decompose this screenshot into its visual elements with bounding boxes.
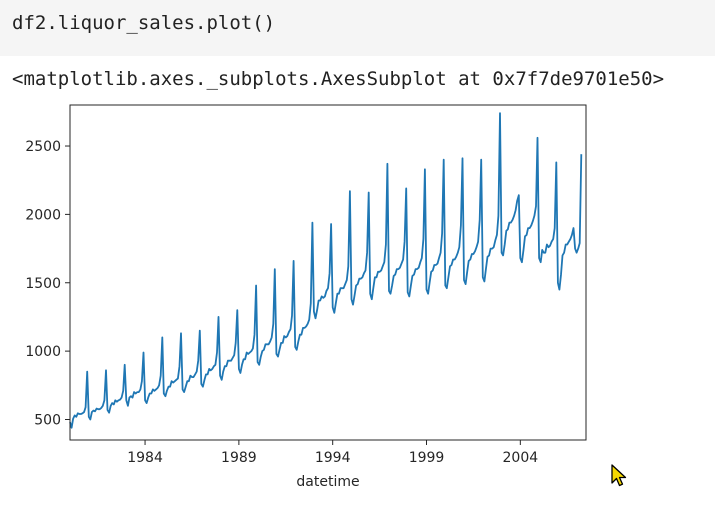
code-cell[interactable]: df2.liquor_sales.plot() [0,0,715,56]
x-axis-label: datetime [296,474,359,490]
y-axis: 500 1000 1500 2000 2500 [25,139,70,428]
axes-frame [69,104,587,441]
y-tick-label: 1000 [25,344,61,360]
x-tick-label: 1994 [315,450,351,466]
x-tick-label: 1989 [221,450,257,466]
x-tick-label: 1999 [409,450,445,466]
code-input[interactable]: df2.liquor_sales.plot() [12,12,276,34]
y-tick-label: 500 [34,412,61,428]
y-tick-label: 1500 [25,276,61,292]
x-axis: 1984 1989 1994 1999 2004 [127,440,538,466]
y-tick-label: 2500 [25,139,61,155]
y-tick-label: 2000 [25,207,61,223]
cell-output-text: <matplotlib.axes._subplots.AxesSubplot a… [12,68,665,90]
mouse-cursor-icon [611,464,627,487]
x-tick-label: 1984 [127,450,163,466]
x-tick-label: 2004 [503,450,539,466]
plot-area [69,112,583,429]
series-line-0 [69,112,583,429]
